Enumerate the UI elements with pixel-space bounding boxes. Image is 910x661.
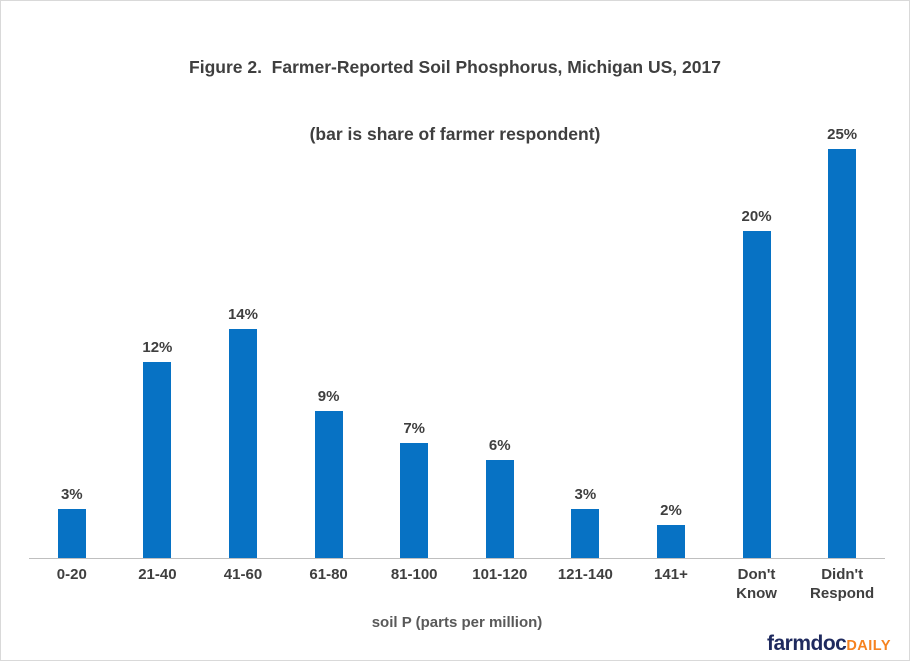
bar-column: 6% [457,96,543,558]
chart-title-line-1: Figure 2. Farmer-Reported Soil Phosphoru… [189,56,721,77]
chart-title: Figure 2. Farmer-Reported Soil Phosphoru… [1,11,909,190]
bar-column: 14% [200,96,286,558]
logo-daily-text: DAILY [846,638,891,654]
bar-column: 25% [799,96,885,558]
bar-column: 12% [115,96,201,558]
bar[interactable] [228,329,257,558]
x-tick-label: 121-140 [557,566,613,583]
bar[interactable] [485,460,514,558]
x-axis-ticks: 0-20 21-40 41-60 61-80 81-100 101-120 121-140 1… [29,559,885,604]
x-tick-label: Didn't Respond [810,566,875,602]
bar-column: 20% [714,96,800,558]
plot-area: 3% 12% 14% 9% 7% 6% 3% 2% 20% 25% 0-20 21-40 41-60 6… [29,96,885,631]
bars-row: 3% 12% 14% 9% 7% 6% 3% 2% 20% 25% [29,96,885,558]
bar[interactable] [143,362,172,558]
bar-value-label: 2% [660,502,682,519]
x-tick-label: Don't Know [736,566,777,602]
bar-value-label: 25% [827,126,858,143]
bar-column: 2% [628,96,714,558]
chart-title-line-2: (bar is share of farmer respondent) [309,123,601,144]
bar-column: 3% [543,96,629,558]
bar[interactable] [314,411,343,558]
bar[interactable] [57,509,86,558]
bar-value-label: 3% [574,486,597,503]
bar[interactable] [828,149,857,558]
bar-value-label: 9% [317,388,340,405]
x-tick-label: 41-60 [223,566,263,583]
bar-value-label: 14% [227,306,258,323]
x-tick-label: 0-20 [56,566,87,583]
bar-value-label: 12% [142,339,173,356]
bar[interactable] [656,525,685,558]
logo-farmdoc-text: farmdoc [766,632,847,655]
x-tick-label: 81-100 [390,566,438,583]
x-tick-label: 61-80 [309,566,348,583]
bar-column: 9% [286,96,372,558]
x-tick-label: 101-120 [472,566,528,583]
x-axis-line [29,558,885,559]
farmdoc-daily-logo: farmdoc DAILY [767,633,891,654]
bar[interactable] [571,509,600,558]
bar-value-label: 20% [741,208,772,225]
bar[interactable] [742,231,771,558]
bar-column: 3% [29,96,115,558]
x-axis-title: soil P (parts per million) [371,613,543,631]
x-tick-label: 141+ [654,566,688,583]
bar-value-label: 3% [60,486,83,503]
bar-value-label: 6% [488,437,511,454]
bar-value-label: 7% [403,420,426,437]
bar[interactable] [400,443,429,558]
x-tick-label: 21-40 [138,566,177,583]
bar-column: 7% [371,96,457,558]
